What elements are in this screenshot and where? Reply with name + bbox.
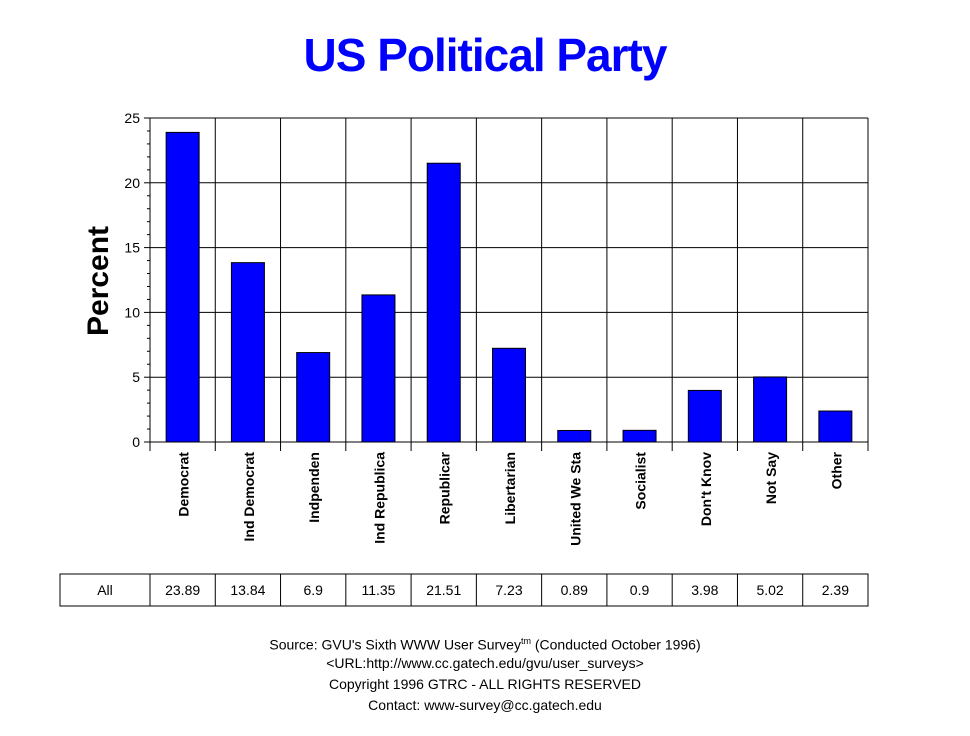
x-tick-label: Not Say	[763, 452, 779, 504]
x-tick-label: Ind Republica	[371, 452, 387, 544]
table-cell: 23.89	[165, 582, 200, 598]
table-cell: 21.51	[426, 582, 461, 598]
conducted-text: (Conducted October 1996)	[530, 636, 701, 653]
bar-libertarian	[492, 347, 526, 443]
bar-indpendent	[296, 352, 331, 443]
table-cell: 11.35	[361, 582, 395, 598]
y-tick-label: 20	[124, 175, 140, 191]
x-tick-label: Ind Democrat	[241, 452, 257, 542]
bar-socialist	[622, 429, 657, 443]
y-tick-label: 10	[124, 304, 140, 320]
table-cell: 13.84	[230, 582, 265, 598]
table-cell: 5.02	[756, 582, 783, 598]
tm-mark: tm	[520, 636, 531, 646]
table-cell: 2.39	[822, 582, 849, 598]
x-tick-label: Don't Knov	[698, 452, 714, 526]
table-cell: 7.23	[495, 582, 522, 598]
x-tick-label: United We Sta	[567, 452, 583, 546]
bar-not-say	[753, 376, 788, 443]
footer-contact: Contact: www-survey@cc.gatech.edu	[368, 697, 602, 713]
chart-title: US Political Party	[303, 29, 668, 81]
y-tick-label: 25	[124, 110, 140, 126]
bar-republican	[426, 162, 461, 443]
table-cell: 3.98	[691, 582, 718, 598]
data-table	[59, 573, 869, 607]
y-tick-label: 0	[132, 434, 140, 450]
table-cell: 6.9	[303, 582, 323, 598]
table-series-label: All	[97, 582, 113, 598]
bar-ind-democrat	[230, 262, 265, 443]
table-cell: 0.9	[630, 582, 650, 598]
bar-other	[818, 410, 853, 443]
x-tick-label: Republicar	[437, 451, 453, 524]
table-cell: 0.89	[561, 582, 588, 598]
x-tick-label: Socialist	[633, 452, 649, 510]
bar-united-we-stand	[557, 429, 592, 443]
y-tick-label: 15	[124, 240, 140, 256]
footer-url: <URL:http://www.cc.gatech.edu/gvu/user_s…	[326, 655, 644, 671]
footer-source: Source: GVU's Sixth WWW User Surveytm (C…	[0, 636, 970, 653]
bar-don-t-know	[687, 389, 722, 443]
x-tick-label: Democrat	[176, 452, 192, 517]
bar-ind-republican	[361, 294, 396, 443]
x-tick-label: Indpenden	[306, 452, 322, 523]
y-tick-label: 5	[132, 369, 140, 385]
bar-democrat	[165, 131, 200, 443]
source-text: Source: GVU's Sixth WWW User Survey	[269, 636, 521, 653]
x-tick-label: Other	[828, 451, 844, 489]
x-tick-label: Libertarian	[502, 452, 518, 524]
footer-copyright: Copyright 1996 GTRC - ALL RIGHTS RESERVE…	[329, 676, 641, 692]
